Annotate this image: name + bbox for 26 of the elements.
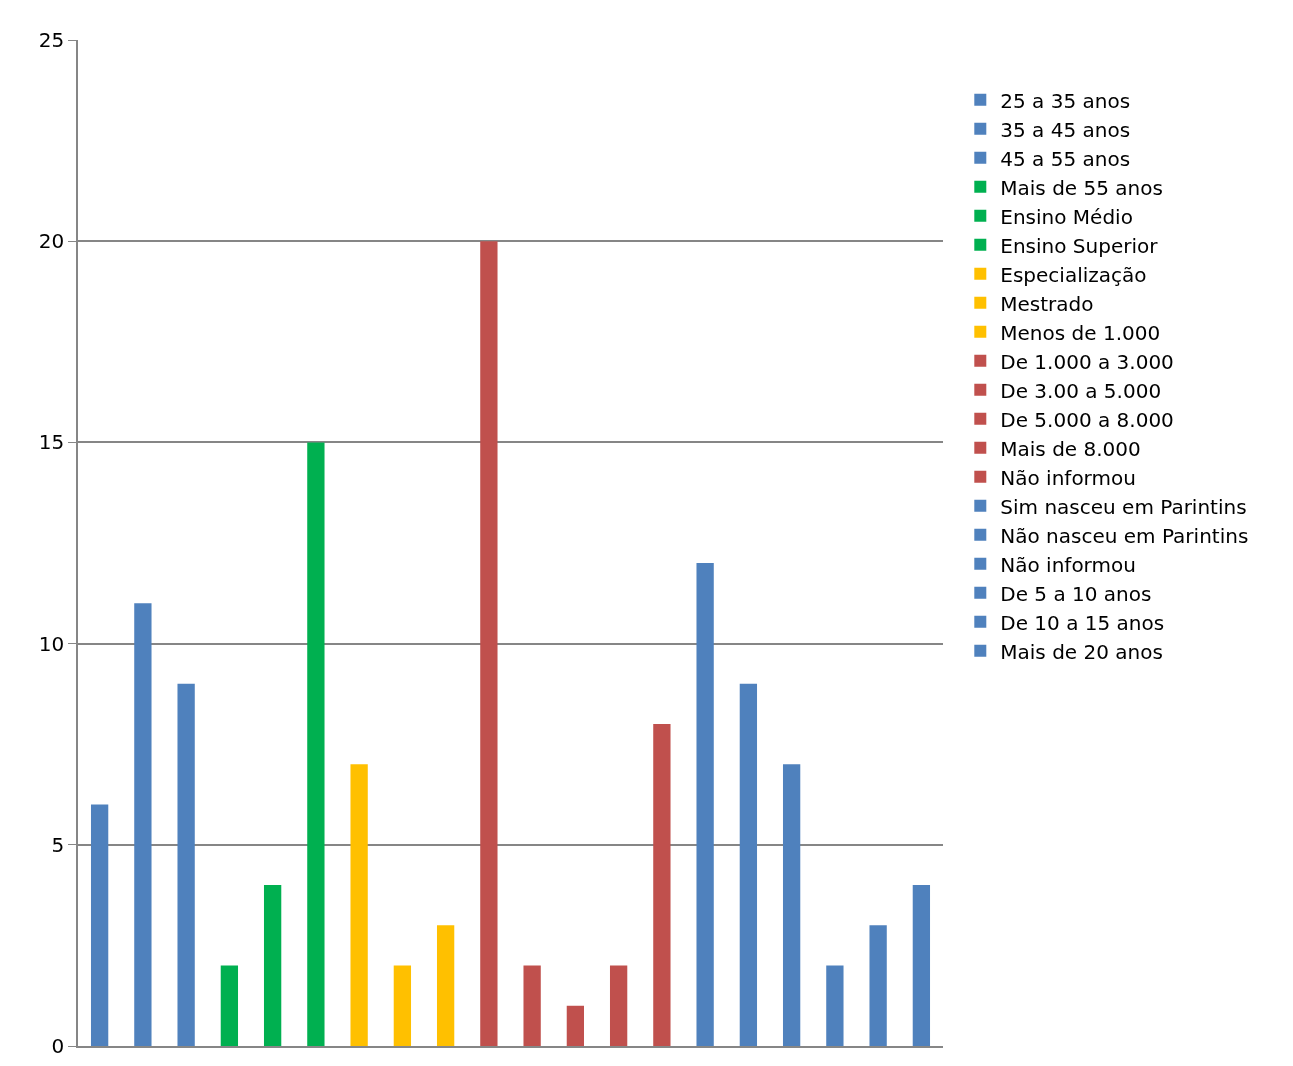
legend-label: Sim nasceu em Parintins: [1000, 494, 1247, 519]
legend-label: 45 a 55 anos: [1000, 146, 1131, 171]
legend-label: Não informou: [1000, 465, 1136, 490]
y-tick-label: 15: [38, 430, 65, 455]
y-tick-label: 10: [38, 631, 65, 656]
legend-label: Ensino Médio: [1000, 204, 1133, 229]
legend-label: Especialização: [1000, 262, 1147, 287]
legend-label: Mais de 8.000: [1000, 436, 1141, 461]
y-tick-label: 5: [51, 832, 65, 857]
y-tick-label: 0: [51, 1034, 65, 1058]
legend-label: Não nasceu em Parintins: [1000, 523, 1249, 548]
legend-label: Ensino Superior: [1000, 233, 1159, 258]
y-tick-label: 20: [38, 229, 65, 254]
legend-label: 25 a 35 anos: [1000, 88, 1131, 113]
legend-label: 35 a 45 anos: [1000, 117, 1131, 142]
y-tick-label: 25: [38, 28, 65, 52]
legend-label: Mais de 55 anos: [1000, 175, 1163, 200]
legend-label: De 5.000 a 8.000: [1000, 407, 1174, 432]
legend-label: Mestrado: [1000, 291, 1094, 316]
legend-label: De 5 a 10 anos: [1000, 581, 1152, 606]
legend-label: De 3.00 a 5.000: [1000, 378, 1162, 403]
legend-label: Não informou: [1000, 552, 1136, 577]
legend-label: Menos de 1.000: [1000, 320, 1161, 345]
legend-label: De 1.000 a 3.000: [1000, 349, 1174, 374]
legend-label: Mais de 20 anos: [1000, 639, 1163, 664]
legend-label: De 10 a 15 anos: [1000, 610, 1165, 635]
